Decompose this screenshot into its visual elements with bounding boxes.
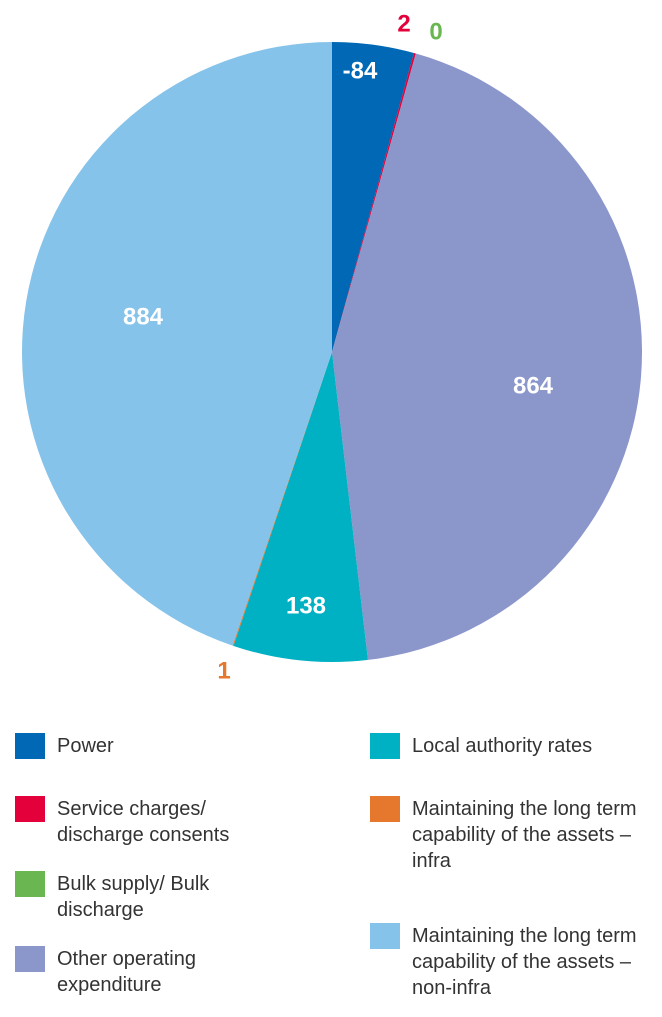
- legend-label: Local authority rates: [412, 735, 593, 757]
- data-label: 0: [429, 18, 442, 45]
- legend-label: Maintaining the long term capability of …: [412, 925, 637, 999]
- legend-item: Other operating expenditure: [15, 946, 295, 998]
- legend-item: Local authority rates: [370, 733, 650, 759]
- pie-slice: [232, 352, 332, 646]
- legend-label: Other operating expenditure: [57, 948, 196, 996]
- data-label: 2: [397, 10, 410, 37]
- legend-label: Bulk supply/ Bulk discharge: [57, 873, 210, 921]
- data-label: 884: [123, 303, 164, 330]
- pie-slice: [233, 352, 368, 663]
- legend-swatch: [15, 796, 45, 822]
- legend-swatch: [370, 923, 400, 949]
- legend-swatch: [15, 871, 45, 897]
- pie-slice: [332, 53, 416, 352]
- legend-item: Bulk supply/ Bulk discharge: [15, 871, 295, 923]
- legend-item: Maintaining the long term capability of …: [370, 923, 650, 1001]
- legend-item: Service charges/ discharge consents: [15, 796, 295, 848]
- legend-label: Power: [57, 735, 114, 757]
- pie-slice: [332, 42, 414, 352]
- data-label: 1: [217, 657, 230, 684]
- pie-slice: [332, 53, 643, 660]
- data-label: -84: [343, 57, 378, 84]
- legend-item: Power: [15, 733, 295, 759]
- legend-swatch: [15, 946, 45, 972]
- chart: -84 2 0 864 138 1 884: [21, 10, 643, 684]
- legend-item: Maintaining the long term capability of …: [370, 796, 650, 874]
- pie-slice: [21, 42, 333, 646]
- legend-label: Service charges/ discharge consents: [57, 798, 230, 846]
- legend-label: Maintaining the long term capability of …: [412, 798, 637, 872]
- legend-swatch: [15, 733, 45, 759]
- data-label: 138: [286, 592, 326, 619]
- legend-swatch: [370, 796, 400, 822]
- data-label: 864: [513, 372, 554, 399]
- legend-swatch: [370, 733, 400, 759]
